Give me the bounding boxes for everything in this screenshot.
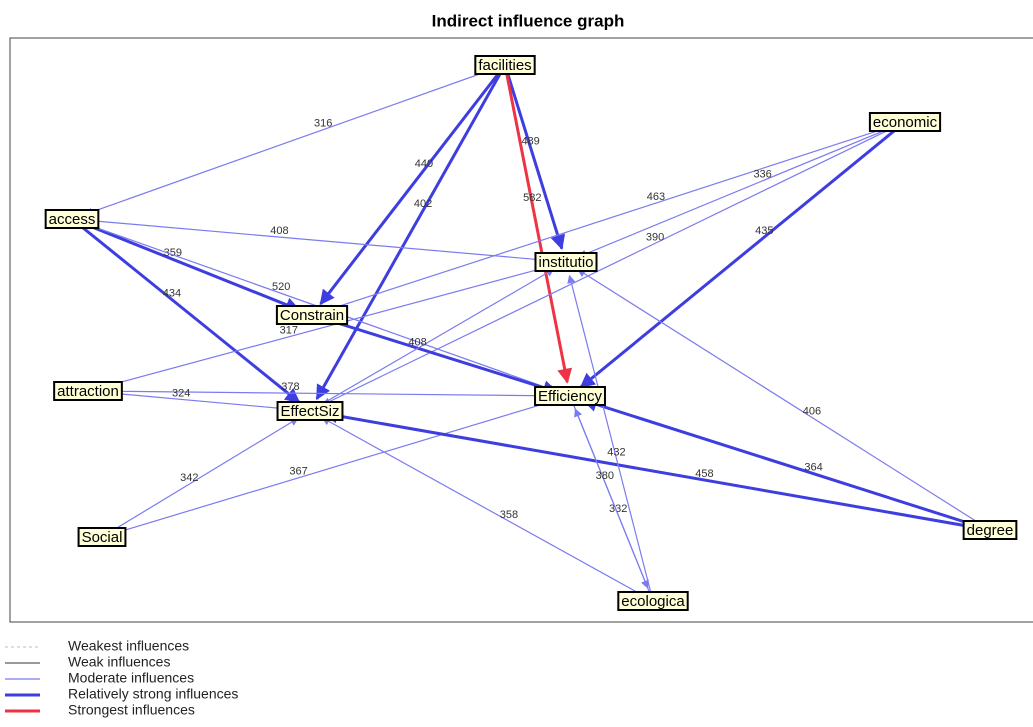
edge <box>578 121 906 258</box>
edge <box>87 390 557 400</box>
edge-label: 458 <box>695 468 713 480</box>
edge <box>315 64 507 401</box>
node: facilities <box>474 55 536 75</box>
node: Social <box>77 527 127 547</box>
edge-label: 390 <box>646 231 664 243</box>
edge-label: 434 <box>163 288 181 300</box>
legend-label: Relatively strong influences <box>68 686 238 702</box>
node-label: facilities <box>478 57 531 74</box>
node-box <box>276 401 344 421</box>
edge-label: 489 <box>521 136 539 148</box>
node: institutio <box>534 252 598 272</box>
edge-label: 582 <box>523 192 541 204</box>
edge <box>101 398 558 538</box>
node-box <box>474 55 536 75</box>
node-label: institutio <box>538 254 593 271</box>
node-box <box>617 591 689 611</box>
legend-label: Weakest influences <box>68 638 189 654</box>
edge-label: 406 <box>803 405 821 417</box>
node-box <box>53 381 123 401</box>
title: Indirect influence graph <box>432 11 625 30</box>
node-label: ecologica <box>621 593 685 610</box>
legend-label: Weak influences <box>68 654 170 670</box>
edge <box>322 408 991 532</box>
edge-label: 435 <box>755 225 773 237</box>
node: EffectSiz <box>276 401 344 421</box>
edge <box>311 313 559 395</box>
node-label: Constrain <box>280 307 344 324</box>
edge <box>503 64 573 384</box>
node-box <box>534 386 606 406</box>
node-label: Social <box>82 529 123 546</box>
edge-label: 408 <box>270 225 288 237</box>
edge <box>71 218 553 265</box>
edge <box>577 268 991 531</box>
edge <box>567 274 654 602</box>
edge-label: 408 <box>408 336 426 348</box>
node: Constrain <box>275 305 349 325</box>
edge-label: 402 <box>414 198 432 210</box>
node-label: Efficiency <box>538 388 602 405</box>
edge-label: 336 <box>753 169 771 181</box>
node-label: economic <box>873 114 938 131</box>
node-box <box>534 252 598 272</box>
legend-label: Moderate influences <box>68 670 194 686</box>
edge <box>579 120 906 389</box>
edge-label: 378 <box>281 381 299 393</box>
edge-label: 317 <box>280 325 298 337</box>
node-box <box>44 209 100 229</box>
node-box <box>77 527 127 547</box>
edge-label: 316 <box>314 118 332 130</box>
edge-label: 367 <box>289 466 307 478</box>
edge-label: 380 <box>596 470 614 482</box>
node: degree <box>962 520 1018 540</box>
edge <box>87 263 554 392</box>
node: attraction <box>53 381 123 401</box>
nodes: facilities economic access institutio Constr… <box>44 55 1018 611</box>
edge-label: 463 <box>647 191 665 203</box>
node-label: access <box>49 211 96 228</box>
node-box <box>868 112 942 132</box>
edge <box>84 64 506 216</box>
edge-label: 332 <box>609 503 627 515</box>
edge <box>71 217 301 404</box>
edge <box>321 417 654 602</box>
edge <box>309 268 555 412</box>
node-label: attraction <box>57 383 119 400</box>
edge-label: 440 <box>415 158 433 170</box>
node: Efficiency <box>534 386 606 406</box>
edge <box>319 64 507 306</box>
edge-label: 520 <box>272 281 290 293</box>
edge <box>503 64 566 251</box>
edge <box>324 121 906 313</box>
node-box <box>275 305 349 325</box>
edge-label: 358 <box>500 509 518 521</box>
node: ecologica <box>617 591 689 611</box>
edge-label: 342 <box>180 472 198 484</box>
edge <box>71 217 301 312</box>
node-label: EffectSiz <box>281 403 340 420</box>
edge-label: 364 <box>804 462 822 474</box>
edge-label: 432 <box>607 447 625 459</box>
edge <box>569 395 649 589</box>
node-box <box>962 520 1018 540</box>
legend-label: Strongest influences <box>68 702 195 718</box>
edge-label: 324 <box>172 387 190 399</box>
node: economic <box>868 112 942 132</box>
edge <box>101 417 299 538</box>
frame <box>9 37 1033 623</box>
node: access <box>44 209 100 229</box>
edge <box>581 397 991 532</box>
edge <box>321 121 906 406</box>
node-label: degree <box>967 522 1014 539</box>
